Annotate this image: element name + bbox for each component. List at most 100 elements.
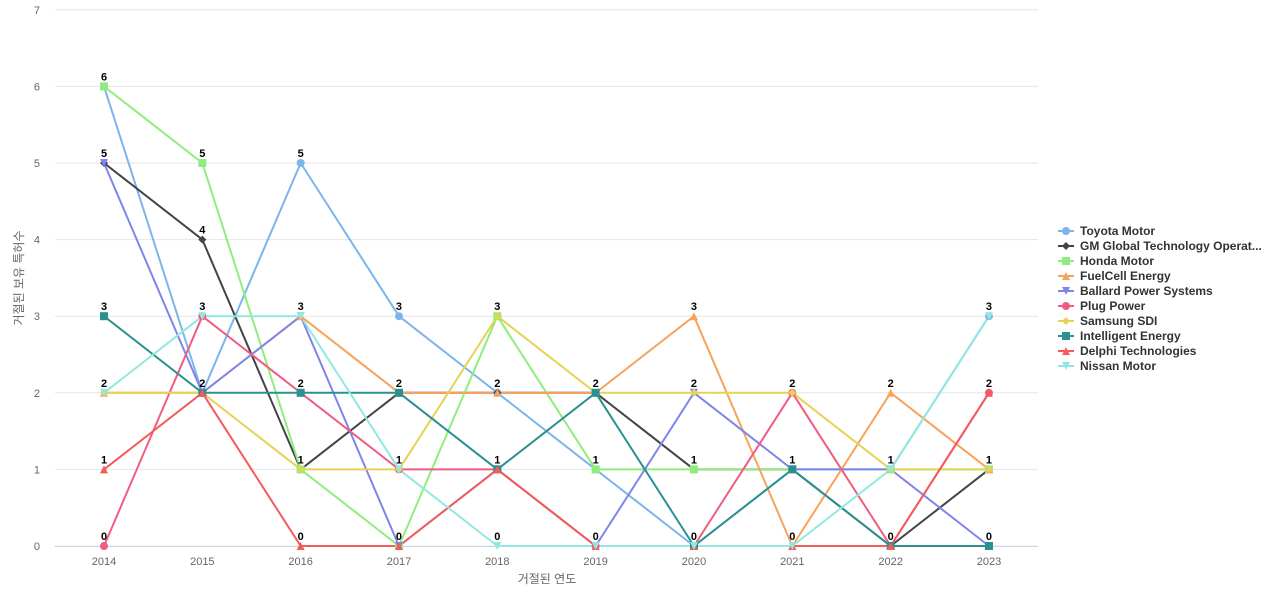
series-line bbox=[103, 391, 990, 547]
data-point bbox=[493, 388, 502, 397]
data-label: 2 bbox=[593, 378, 599, 390]
data-label: 1 bbox=[298, 454, 304, 466]
data-label: 1 bbox=[396, 454, 402, 466]
data-label: 1 bbox=[593, 454, 599, 466]
x-tick-label: 2018 bbox=[485, 556, 509, 568]
data-point bbox=[886, 542, 895, 550]
legend-symbol bbox=[1058, 316, 1074, 325]
data-point bbox=[591, 388, 600, 397]
data-label: 3 bbox=[986, 301, 992, 313]
data-point bbox=[984, 388, 993, 397]
data-label: 0 bbox=[298, 531, 304, 543]
data-point bbox=[394, 542, 403, 550]
legend-label: FuelCell Energy bbox=[1080, 268, 1171, 283]
legend-item[interactable]: Delphi Technologies bbox=[1058, 343, 1262, 358]
x-tick-label: 2014 bbox=[92, 556, 116, 568]
legend-label: GM Global Technology Operat... bbox=[1080, 238, 1262, 253]
data-label: 1 bbox=[101, 454, 107, 466]
x-tick-label: 2017 bbox=[387, 556, 411, 568]
data-point bbox=[100, 542, 108, 550]
legend-symbol bbox=[1058, 241, 1074, 250]
data-point bbox=[788, 388, 797, 397]
legend-marker bbox=[1062, 301, 1070, 310]
legend-label: Toyota Motor bbox=[1080, 223, 1156, 238]
data-label: 2 bbox=[494, 378, 500, 390]
data-label: 3 bbox=[298, 301, 304, 313]
legend-item[interactable]: Plug Power bbox=[1058, 298, 1262, 313]
legend-item[interactable]: Intelligent Energy bbox=[1058, 328, 1262, 343]
legend-symbol bbox=[1058, 271, 1074, 280]
data-label: 1 bbox=[789, 454, 795, 466]
data-label: 2 bbox=[298, 378, 304, 390]
series-lines bbox=[100, 82, 993, 550]
data-label: 2 bbox=[789, 378, 795, 390]
data-label: 0 bbox=[494, 531, 500, 543]
data-point bbox=[394, 388, 403, 397]
data-label: 0 bbox=[986, 531, 992, 543]
legend-symbol bbox=[1058, 331, 1074, 340]
legend-marker bbox=[1062, 331, 1070, 340]
data-label: 2 bbox=[396, 378, 402, 390]
data-point bbox=[296, 312, 305, 321]
data-label: 4 bbox=[199, 225, 206, 237]
x-tick-label: 2019 bbox=[583, 556, 607, 568]
x-tick-label: 2022 bbox=[878, 556, 902, 568]
legend-item[interactable]: Honda Motor bbox=[1058, 253, 1262, 268]
legend-item[interactable]: Toyota Motor bbox=[1058, 223, 1262, 238]
legend-label: Intelligent Energy bbox=[1080, 328, 1181, 343]
data-label: 5 bbox=[199, 148, 205, 160]
legend-marker bbox=[1062, 226, 1070, 235]
data-point bbox=[493, 542, 502, 550]
data-point bbox=[689, 465, 698, 474]
legend-item[interactable]: Ballard Power Systems bbox=[1058, 283, 1262, 298]
data-label: 1 bbox=[494, 454, 500, 466]
data-point bbox=[591, 465, 600, 474]
legend-label: Honda Motor bbox=[1080, 253, 1154, 268]
y-tick-label: 6 bbox=[34, 81, 40, 93]
data-point bbox=[100, 388, 108, 397]
legend-symbol bbox=[1058, 226, 1074, 235]
data-point bbox=[198, 235, 207, 244]
data-point bbox=[886, 465, 895, 474]
y-axis-title: 거절된 보유 특허수 bbox=[12, 231, 26, 326]
data-point bbox=[296, 388, 305, 397]
legend-item[interactable]: GM Global Technology Operat... bbox=[1058, 238, 1262, 253]
data-point bbox=[493, 465, 502, 474]
legend-item[interactable]: Nissan Motor bbox=[1058, 358, 1262, 373]
legend-symbol bbox=[1058, 346, 1074, 355]
data-label: 3 bbox=[199, 301, 205, 313]
data-label: 5 bbox=[101, 148, 107, 160]
y-tick-label: 5 bbox=[34, 158, 40, 170]
data-point bbox=[100, 312, 108, 321]
data-point bbox=[689, 542, 698, 550]
legend-label: Nissan Motor bbox=[1080, 358, 1157, 373]
legend-marker bbox=[1062, 271, 1070, 280]
data-point bbox=[394, 312, 403, 321]
legend-symbol bbox=[1058, 256, 1074, 265]
legend-item[interactable]: FuelCell Energy bbox=[1058, 268, 1262, 283]
data-label: 2 bbox=[691, 378, 697, 390]
y-tick-label: 2 bbox=[34, 388, 40, 400]
data-label: 3 bbox=[494, 301, 500, 313]
data-point bbox=[100, 465, 108, 474]
series-line bbox=[103, 315, 989, 547]
x-tick-label: 2021 bbox=[780, 556, 804, 568]
data-label: 1 bbox=[691, 454, 697, 466]
legend-marker bbox=[1062, 316, 1070, 325]
data-label: 2 bbox=[101, 378, 107, 390]
x-tick-label: 2020 bbox=[682, 556, 706, 568]
data-label: 3 bbox=[101, 301, 107, 313]
data-point bbox=[984, 312, 993, 321]
series-line bbox=[104, 315, 989, 471]
series-line bbox=[103, 315, 990, 547]
data-point bbox=[198, 388, 207, 397]
legend-marker bbox=[1062, 286, 1070, 295]
data-label: 0 bbox=[101, 531, 107, 543]
data-point bbox=[100, 159, 108, 167]
legend-label: Plug Power bbox=[1080, 298, 1146, 313]
y-tick-label: 3 bbox=[34, 311, 40, 323]
legend-symbol bbox=[1058, 301, 1074, 310]
legend-item[interactable]: Samsung SDI bbox=[1058, 313, 1262, 328]
data-label: 0 bbox=[888, 531, 894, 543]
